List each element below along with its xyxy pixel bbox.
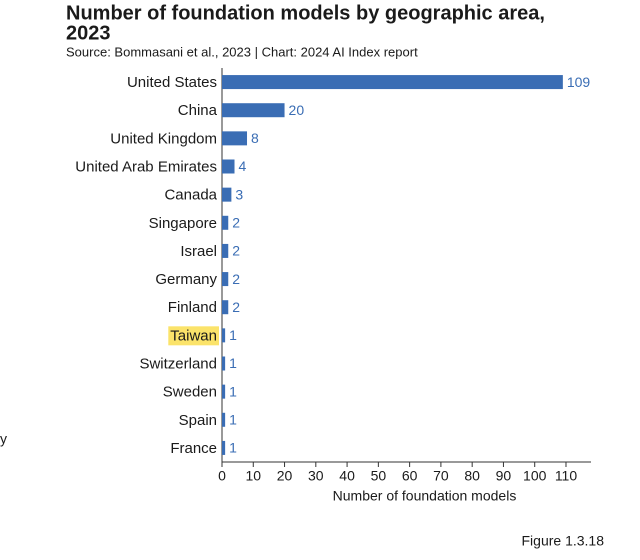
y-tick-label: United Kingdom bbox=[110, 130, 217, 147]
x-tick-label: 0 bbox=[218, 468, 226, 484]
value-label: 3 bbox=[235, 186, 243, 202]
x-tick-label: 110 bbox=[555, 468, 578, 484]
value-label: 1 bbox=[229, 383, 237, 399]
bar bbox=[222, 103, 285, 118]
value-label: 2 bbox=[232, 214, 240, 230]
x-tick-label: 90 bbox=[496, 468, 512, 484]
category-highlight bbox=[168, 326, 219, 346]
x-tick-label: 50 bbox=[371, 468, 387, 484]
chart-subtitle: Source: Bommasani et al., 2023 | Chart: … bbox=[66, 44, 418, 59]
x-tick-label: 60 bbox=[402, 468, 418, 484]
y-tick-label: Taiwan bbox=[170, 327, 217, 344]
y-tick-label: France bbox=[170, 440, 217, 457]
x-tick-label: 80 bbox=[464, 468, 480, 484]
y-tick-label: United Arab Emirates bbox=[75, 158, 217, 175]
bar bbox=[222, 159, 235, 174]
y-tick-label: China bbox=[178, 102, 218, 119]
value-label: 1 bbox=[229, 411, 237, 427]
bar bbox=[222, 187, 232, 202]
bar bbox=[222, 131, 248, 146]
y-tick-label: Sweden bbox=[163, 384, 217, 401]
value-label: 20 bbox=[289, 102, 305, 118]
x-tick-label: 40 bbox=[339, 468, 355, 484]
figure-label: Figure 1.3.18 bbox=[522, 533, 605, 549]
bar bbox=[222, 440, 226, 455]
y-tick-label: United States bbox=[127, 74, 217, 91]
bar bbox=[222, 243, 229, 258]
value-label: 2 bbox=[232, 243, 240, 259]
x-tick-label: 20 bbox=[277, 468, 293, 484]
bar bbox=[222, 272, 229, 287]
y-tick-label: Germany bbox=[155, 271, 217, 288]
value-label: 4 bbox=[239, 158, 247, 174]
y-tick-label: Canada bbox=[164, 187, 217, 204]
value-label: 2 bbox=[232, 299, 240, 315]
bar bbox=[222, 300, 229, 315]
bar bbox=[222, 412, 226, 427]
bar bbox=[222, 384, 226, 399]
bar bbox=[222, 356, 226, 371]
edge-fragment: y bbox=[0, 431, 7, 447]
y-tick-label: Spain bbox=[179, 412, 217, 429]
bar bbox=[222, 75, 563, 90]
value-label: 1 bbox=[229, 440, 237, 456]
bar bbox=[222, 215, 229, 230]
x-tick-label: 70 bbox=[433, 468, 449, 484]
chart-title: 2023 bbox=[66, 22, 111, 44]
value-label: 109 bbox=[567, 74, 591, 90]
y-tick-label: Switzerland bbox=[139, 355, 217, 372]
x-tick-label: 100 bbox=[523, 468, 547, 484]
y-tick-label: Israel bbox=[180, 243, 217, 260]
x-tick-label: 10 bbox=[245, 468, 261, 484]
value-label: 1 bbox=[229, 355, 237, 371]
bar bbox=[222, 328, 226, 343]
x-tick-label: 30 bbox=[308, 468, 324, 484]
x-axis-label: Number of foundation models bbox=[333, 488, 517, 504]
y-tick-label: Singapore bbox=[149, 215, 217, 232]
value-label: 8 bbox=[251, 130, 259, 146]
chart-title: Number of foundation models by geographi… bbox=[66, 2, 545, 24]
value-label: 1 bbox=[229, 327, 237, 343]
y-tick-label: Finland bbox=[168, 299, 217, 316]
value-label: 2 bbox=[232, 271, 240, 287]
